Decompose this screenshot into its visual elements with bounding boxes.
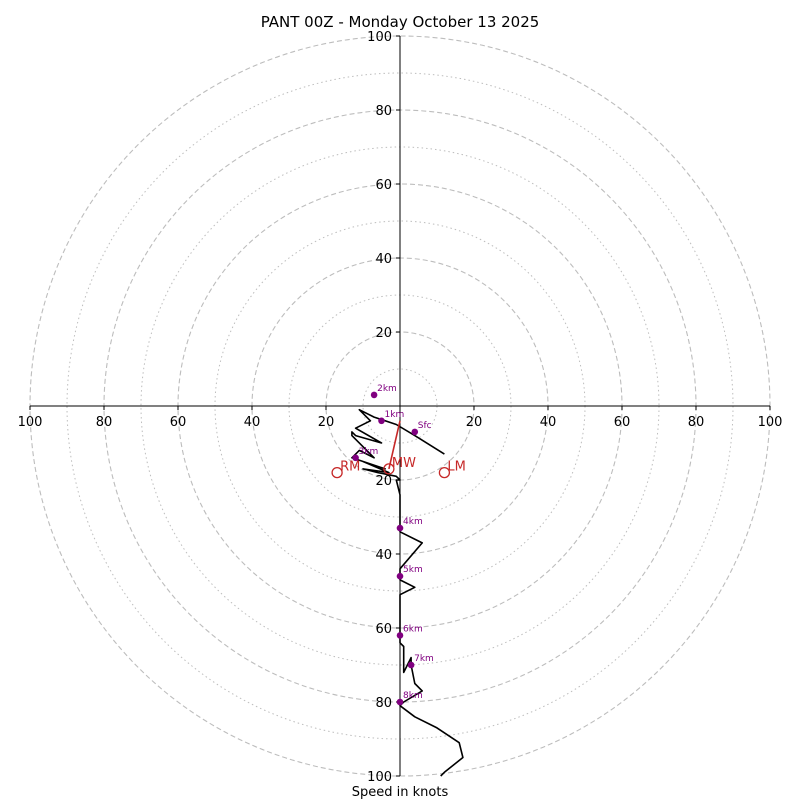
- y-tick-label: 20: [375, 474, 392, 489]
- storm-motion-group: RM MW LM: [331, 456, 466, 479]
- height-markers: Sfc 1km 2km 3km 4km 5km 6km 7km 8km: [352, 384, 434, 706]
- height-marker-label: 2km: [377, 384, 397, 394]
- x-tick-label: 20: [466, 415, 483, 430]
- storm-motion-marker: [383, 463, 395, 475]
- height-marker-label: 1km: [385, 410, 405, 420]
- height-marker: [396, 632, 404, 639]
- height-marker-label: 8km: [403, 691, 423, 701]
- storm-motion-marker: [438, 466, 451, 479]
- height-marker: [352, 454, 359, 462]
- height-marker: [396, 524, 404, 532]
- x-tick-label: 80: [96, 415, 113, 430]
- height-marker-label: 3km: [359, 447, 379, 457]
- x-tick-label: 80: [688, 415, 705, 430]
- height-marker-label: 4km: [403, 517, 423, 527]
- storm-motion-label: LM: [447, 460, 465, 475]
- tick-labels: 100 80 60 40 20 20 40 60 80 100 100 80 60 40 20 20 40 60 8…: [18, 30, 783, 785]
- hodograph-trace: [351, 408, 464, 777]
- height-marker-label: 6km: [403, 624, 423, 634]
- height-marker: [396, 698, 404, 706]
- axes: [30, 36, 770, 776]
- x-tick-label: 40: [540, 415, 557, 430]
- x-tick-label: 60: [614, 415, 631, 430]
- height-marker-label: 7km: [414, 654, 434, 664]
- y-tick-label: 20: [375, 326, 392, 341]
- height-marker-label: 5km: [403, 565, 423, 575]
- x-tick-label: 20: [318, 415, 335, 430]
- chart-title: PANT 00Z - Monday October 13 2025: [261, 13, 540, 31]
- y-tick-label: 60: [375, 178, 392, 193]
- x-axis-label: Speed in knots: [352, 785, 449, 800]
- height-marker: [411, 428, 419, 436]
- storm-motion-marker: [331, 466, 343, 479]
- x-tick-label: 100: [18, 415, 43, 430]
- height-marker: [396, 572, 404, 580]
- x-tick-label: 60: [170, 415, 187, 430]
- y-tick-label: 40: [375, 252, 392, 267]
- hodograph-trace-group: [351, 408, 464, 777]
- y-tick-label: 100: [367, 770, 392, 785]
- y-tick-label: 40: [375, 548, 392, 563]
- storm-motion-label: MW: [392, 456, 416, 471]
- height-marker: [370, 391, 378, 399]
- storm-motion-label: RM: [340, 460, 360, 475]
- x-tick-label: 40: [244, 415, 261, 430]
- y-tick-label: 100: [367, 30, 392, 45]
- height-marker-label: Sfc: [418, 421, 432, 431]
- x-tick-label: 100: [758, 415, 783, 430]
- red-shear-vector: [388, 420, 401, 470]
- height-marker: [407, 661, 415, 669]
- y-tick-label: 80: [375, 696, 392, 711]
- height-marker: [378, 417, 385, 425]
- y-tick-label: 60: [375, 622, 392, 637]
- y-tick-label: 80: [375, 104, 392, 119]
